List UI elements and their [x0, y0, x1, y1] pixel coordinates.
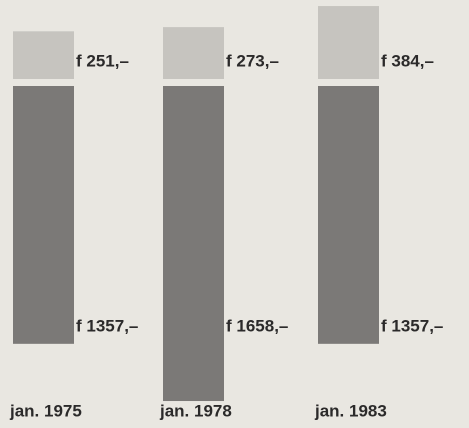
category-label: jan. 1978: [159, 401, 232, 420]
bar-segment: [318, 86, 379, 344]
bar-segment: [163, 27, 224, 80]
bar-segment: [13, 86, 74, 344]
category-label: jan. 1983: [314, 401, 387, 420]
value-label: f 273,–: [226, 51, 279, 70]
bar-segment: [13, 31, 74, 80]
category-label: jan. 1975: [9, 401, 82, 420]
bar-segment: [318, 6, 379, 79]
value-label: f 384,–: [381, 51, 434, 70]
value-label: f 251,–: [76, 51, 129, 70]
value-label: f 1357,–: [381, 316, 443, 335]
bar-segment: [163, 86, 224, 402]
value-label: f 1357,–: [76, 316, 138, 335]
value-label: f 1658,–: [226, 316, 288, 335]
